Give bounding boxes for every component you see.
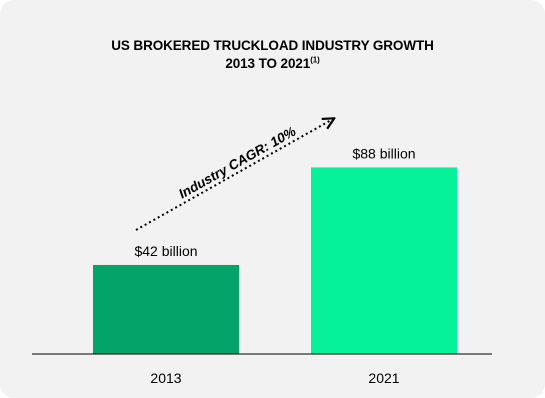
cagr-arrow	[135, 119, 333, 231]
chart-title: US BROKERED TRUCKLOAD INDUSTRY GROWTH	[0, 38, 545, 53]
cagr-annotation: Industry CAGR: 10%	[176, 124, 298, 202]
data-label-2021: $88 billion	[352, 145, 415, 161]
x-tick-label-2013: 2013	[150, 370, 181, 386]
bar-2021	[311, 167, 457, 354]
data-label-2013: $42 billion	[134, 243, 197, 259]
chart-title-text: US BROKERED TRUCKLOAD INDUSTRY GROWTH	[111, 38, 434, 53]
chart-subtitle: 2013 TO 2021(1)	[0, 56, 545, 71]
bar-2013	[93, 264, 239, 354]
footnote-marker: (1)	[310, 55, 320, 65]
x-tick-label-2021: 2021	[368, 370, 399, 386]
chart-subtitle-text: 2013 TO 2021	[225, 56, 311, 71]
